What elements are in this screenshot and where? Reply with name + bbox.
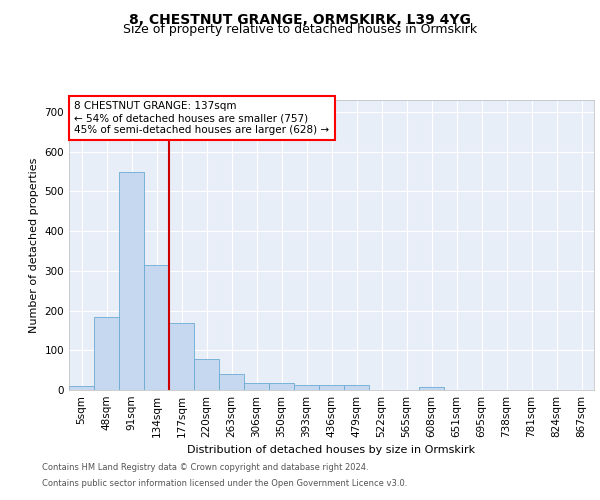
X-axis label: Distribution of detached houses by size in Ormskirk: Distribution of detached houses by size …: [187, 446, 476, 456]
Bar: [244, 383, 269, 390]
Bar: [94, 316, 119, 390]
Bar: [144, 265, 169, 390]
Bar: [169, 324, 194, 390]
Bar: [319, 385, 344, 390]
Bar: [219, 374, 244, 390]
Text: Contains HM Land Registry data © Crown copyright and database right 2024.: Contains HM Land Registry data © Crown c…: [42, 464, 368, 472]
Bar: [419, 387, 444, 390]
Y-axis label: Number of detached properties: Number of detached properties: [29, 158, 39, 332]
Text: 8 CHESTNUT GRANGE: 137sqm
← 54% of detached houses are smaller (757)
45% of semi: 8 CHESTNUT GRANGE: 137sqm ← 54% of detac…: [74, 102, 329, 134]
Bar: [69, 386, 94, 390]
Bar: [344, 385, 369, 390]
Bar: [269, 383, 294, 390]
Bar: [294, 385, 319, 390]
Text: Contains public sector information licensed under the Open Government Licence v3: Contains public sector information licen…: [42, 478, 407, 488]
Text: Size of property relative to detached houses in Ormskirk: Size of property relative to detached ho…: [123, 22, 477, 36]
Bar: [194, 360, 219, 390]
Bar: [119, 172, 144, 390]
Text: 8, CHESTNUT GRANGE, ORMSKIRK, L39 4YG: 8, CHESTNUT GRANGE, ORMSKIRK, L39 4YG: [129, 12, 471, 26]
